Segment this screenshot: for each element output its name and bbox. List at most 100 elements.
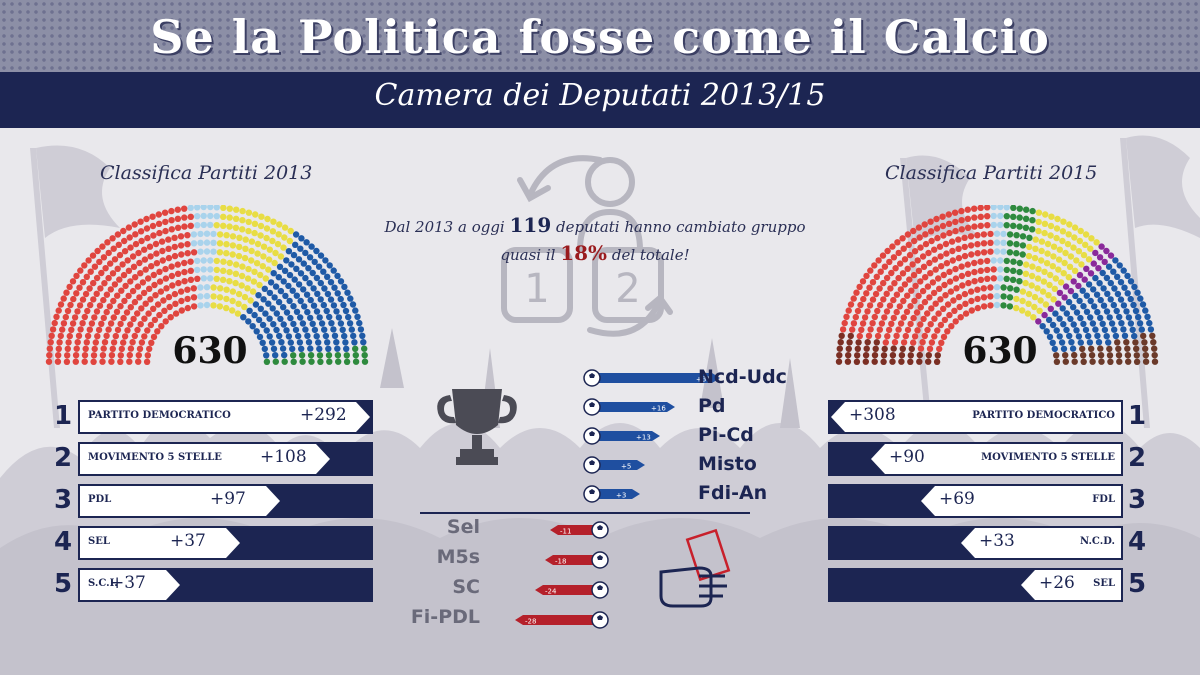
right-seat — [883, 308, 891, 315]
right-seat — [1051, 285, 1058, 292]
right-seat — [1043, 260, 1051, 267]
right-seat — [1059, 228, 1067, 235]
left-seat — [62, 313, 69, 321]
left-seat — [129, 339, 136, 346]
seat-total-2015: 630 — [962, 330, 1038, 372]
left-seat — [203, 292, 211, 300]
right-party-seats: +69 — [939, 489, 975, 509]
right-seat — [951, 307, 958, 314]
right-seat — [1114, 339, 1121, 346]
left-seat — [150, 232, 157, 239]
right-seat — [1115, 352, 1123, 359]
right-seat — [1091, 303, 1098, 310]
gain-arrow: +5 — [583, 456, 645, 474]
left-seat — [321, 326, 328, 333]
left-seat — [343, 352, 350, 359]
right-seat — [878, 320, 886, 327]
right-seat — [933, 358, 941, 365]
left-seat — [141, 315, 148, 322]
right-seat — [990, 257, 997, 264]
right-seat — [1113, 307, 1120, 315]
left-seat — [139, 279, 147, 286]
right-seat — [873, 339, 880, 346]
right-seat — [1096, 280, 1103, 287]
left-seat — [297, 245, 304, 252]
left-seat — [307, 352, 315, 359]
left-seat — [253, 260, 261, 267]
left-seat — [116, 276, 123, 283]
left-seat — [101, 280, 108, 287]
note-prefix: Dal 2013 a oggi — [384, 218, 505, 236]
right-seat — [997, 212, 1004, 220]
right-seat — [904, 265, 911, 272]
right-seat — [1090, 260, 1097, 267]
left-seat — [178, 251, 185, 258]
left-seat — [244, 285, 251, 292]
right-seat — [841, 319, 848, 327]
right-seat — [1092, 249, 1099, 257]
right-seat — [875, 257, 882, 264]
right-seat — [1125, 358, 1132, 365]
right-seat — [862, 358, 869, 365]
right-seat — [926, 345, 934, 352]
right-seat — [1049, 321, 1057, 329]
left-seat — [184, 286, 191, 293]
right-seat — [1042, 301, 1050, 308]
left-seat — [258, 213, 265, 220]
left-seat — [137, 270, 144, 277]
right-seat — [900, 245, 907, 252]
left-seat — [245, 209, 253, 216]
right-seat — [932, 266, 939, 273]
left-seat — [107, 320, 115, 327]
left-seat — [141, 246, 148, 253]
right-seat — [971, 278, 978, 285]
left-seat — [259, 339, 266, 346]
left-seat — [236, 243, 243, 251]
right-seat — [866, 284, 873, 291]
right-seat — [1088, 235, 1095, 242]
right-seat — [1139, 301, 1147, 308]
swap-icon: 1 2 — [501, 155, 673, 337]
right-seat — [943, 250, 950, 257]
left-seat — [79, 279, 87, 286]
right-seat — [836, 345, 843, 352]
right-party-name: MOVIMENTO 5 STELLE — [981, 452, 1115, 463]
left-seat — [124, 327, 131, 334]
left-seat — [178, 297, 185, 305]
right-seat — [1000, 230, 1007, 238]
left-seat — [207, 266, 214, 273]
left-seat — [352, 358, 360, 365]
left-seat — [226, 214, 233, 221]
right-seat — [1142, 358, 1150, 365]
left-seat — [184, 250, 191, 257]
right-seat — [1103, 308, 1111, 315]
left-seat — [260, 243, 268, 250]
right-seat — [1003, 205, 1010, 211]
gain-arrow: +16 — [583, 398, 675, 416]
right-seat — [890, 314, 897, 322]
right-seat — [1131, 283, 1138, 291]
left-seat — [236, 234, 243, 241]
right-seat — [889, 358, 896, 365]
right-seat — [1092, 274, 1099, 282]
right-seat — [904, 231, 912, 238]
left-seat — [234, 310, 242, 317]
left-seat — [317, 296, 324, 303]
right-seat-group-0 — [835, 332, 941, 365]
right-seat — [1062, 249, 1069, 257]
left-seat — [87, 268, 94, 275]
left-seat — [262, 275, 269, 282]
left-seat — [301, 303, 308, 310]
right-seat — [1063, 310, 1070, 317]
left-seat — [213, 205, 220, 211]
right-seat — [888, 320, 895, 327]
left-seat — [105, 274, 112, 282]
right-seat — [924, 326, 931, 334]
gain-arrow: +13 — [583, 427, 660, 445]
left-seat — [223, 250, 230, 257]
right-seat — [1116, 358, 1123, 365]
left-seat — [302, 249, 309, 257]
right-seat — [1023, 206, 1030, 213]
left-seat — [331, 332, 339, 339]
left-seat — [290, 251, 298, 259]
